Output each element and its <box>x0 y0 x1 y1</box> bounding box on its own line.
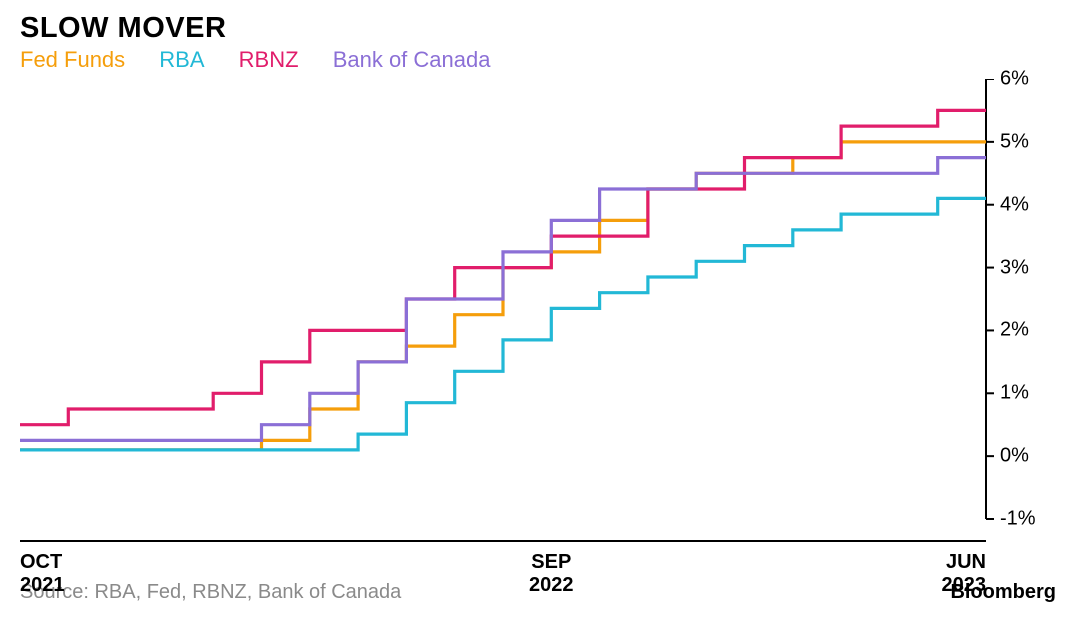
y-tick-label: 2% <box>1000 319 1029 342</box>
series-bank-of-canada <box>20 158 986 441</box>
series-rba <box>20 198 986 450</box>
legend: Fed Funds RBA RBNZ Bank of Canada <box>20 47 1056 73</box>
y-tick-label: 1% <box>1000 382 1029 405</box>
chart-container: SLOW MOVER Fed Funds RBA RBNZ Bank of Ca… <box>0 0 1076 643</box>
legend-item-fed: Fed Funds <box>20 47 125 72</box>
y-tick-label: 3% <box>1000 256 1029 279</box>
y-tick-label: 5% <box>1000 130 1029 153</box>
chart-title: SLOW MOVER <box>20 12 1056 45</box>
y-tick-label: 6% <box>1000 68 1029 91</box>
y-tick-label: 4% <box>1000 193 1029 216</box>
y-tick-label: -1% <box>1000 508 1036 531</box>
chart-plot-area: -1%0%1%2%3%4%5%6%OCT2021SEP2022JUN2023 <box>20 79 1026 575</box>
legend-item-boc: Bank of Canada <box>333 47 491 72</box>
x-tick-label: OCT2021 <box>20 551 65 597</box>
y-tick-label: 0% <box>1000 445 1029 468</box>
source-line: Source: RBA, Fed, RBNZ, Bank of Canada <box>20 581 401 604</box>
step-line-chart <box>20 79 1026 549</box>
legend-item-rba: RBA <box>159 47 204 72</box>
x-tick-label: JUN2023 <box>942 551 987 597</box>
legend-item-rbnz: RBNZ <box>239 47 299 72</box>
x-tick-label: SEP2022 <box>529 551 574 597</box>
